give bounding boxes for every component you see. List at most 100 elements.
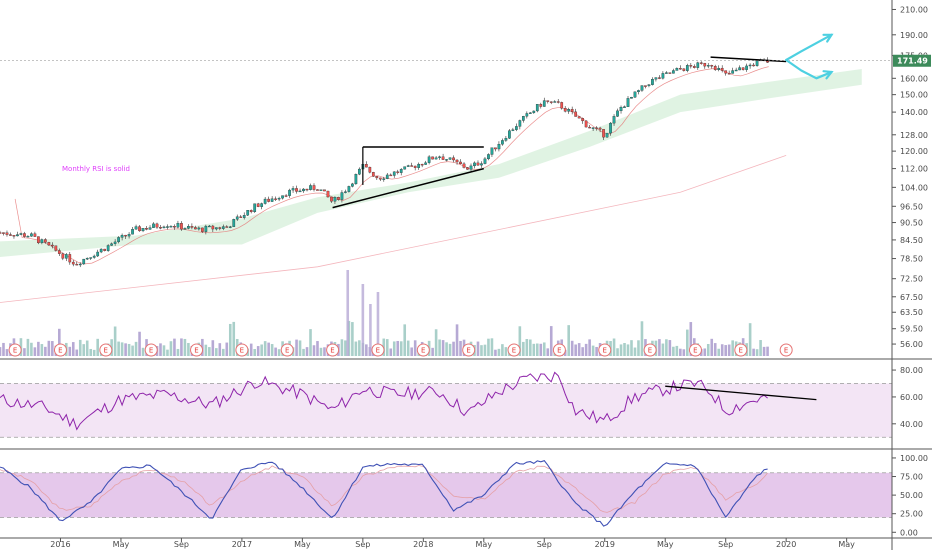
candle-body xyxy=(616,110,619,117)
candle-body xyxy=(515,126,518,130)
volume-bar xyxy=(298,340,302,356)
candle-body xyxy=(138,226,141,232)
candle-body xyxy=(89,257,93,259)
earnings-marker xyxy=(371,343,385,357)
candle-body xyxy=(288,189,291,196)
earnings-marker xyxy=(144,343,158,357)
candle-body xyxy=(410,165,414,167)
candle-body xyxy=(242,215,246,218)
candle-body xyxy=(713,66,717,70)
short-moving-average xyxy=(14,66,769,265)
chart-annotation: Monthly RSI is solid xyxy=(62,165,130,173)
candle-body xyxy=(96,251,100,257)
price-tick-label: 56.00 xyxy=(900,340,923,349)
volume-bar xyxy=(305,347,309,356)
earnings-marker xyxy=(734,343,748,357)
candle-body xyxy=(738,67,742,71)
volume-bar xyxy=(166,349,169,356)
candle-body xyxy=(319,189,323,191)
candle-body xyxy=(584,120,588,128)
volume-bar xyxy=(539,343,543,356)
candle-body xyxy=(672,70,675,74)
stoch-d-line xyxy=(0,465,768,513)
volume-bar xyxy=(19,338,23,356)
candle-body xyxy=(274,198,277,200)
candle-body xyxy=(277,198,281,200)
candle-body xyxy=(16,234,19,237)
x-tick-label: 2019 xyxy=(595,540,615,549)
candle-body xyxy=(448,157,452,160)
candle-body xyxy=(483,158,487,164)
volume-bar xyxy=(762,346,766,356)
candle-body xyxy=(340,192,344,200)
earnings-marker-label: E xyxy=(13,347,17,355)
volume-bar xyxy=(267,342,270,356)
candle-body xyxy=(511,129,515,131)
volume-bar xyxy=(351,322,354,356)
candle-body xyxy=(337,197,340,200)
volume-bar xyxy=(689,322,693,356)
volume-bar xyxy=(89,348,93,356)
volume-bar xyxy=(591,345,595,356)
candle-body xyxy=(403,166,407,170)
volume-bar xyxy=(376,292,380,356)
volume-bar xyxy=(340,339,344,356)
volume-bar xyxy=(759,340,762,356)
earnings-marker-label: E xyxy=(285,347,289,355)
forecast-arrow-1 xyxy=(785,33,833,62)
stoch-tick-label: 100.00 xyxy=(900,454,928,463)
earnings-marker-label: E xyxy=(421,347,425,355)
candle-body xyxy=(50,244,54,247)
candle-body xyxy=(518,120,522,127)
volume-bar xyxy=(675,345,679,356)
volume-bar xyxy=(253,349,256,356)
earnings-marker xyxy=(779,343,793,357)
volume-bar xyxy=(546,348,550,356)
volume-bar xyxy=(438,339,441,356)
candle-body xyxy=(330,196,333,202)
candle-body xyxy=(689,65,693,67)
price-tick-label: 120.00 xyxy=(900,147,928,156)
candle-body xyxy=(64,254,68,259)
candle-body xyxy=(183,228,187,230)
candle-body xyxy=(201,227,204,232)
candle-body xyxy=(563,108,567,112)
candle-body xyxy=(682,68,686,71)
candle-body xyxy=(225,226,229,228)
candle-body xyxy=(574,111,578,117)
candle-body xyxy=(40,239,44,244)
volume-bar xyxy=(117,341,120,356)
candle-body xyxy=(685,65,689,71)
candle-body xyxy=(658,77,661,79)
volume-bar xyxy=(263,341,267,356)
x-tick-label: 2020 xyxy=(776,540,796,549)
candle-body xyxy=(413,165,417,168)
x-tick-label: May xyxy=(657,540,674,549)
candle-body xyxy=(267,198,270,202)
candle-body xyxy=(19,233,23,235)
candle-body xyxy=(441,156,445,160)
candle-body xyxy=(152,223,155,228)
volume-bar xyxy=(211,340,215,356)
stoch-tick-label: 25.00 xyxy=(900,510,923,519)
candle-body xyxy=(180,223,183,230)
x-tick-label: 2016 xyxy=(50,540,70,549)
earnings-marker-label: E xyxy=(648,347,652,355)
volume-bar xyxy=(274,347,277,356)
volume-bar xyxy=(483,344,487,356)
rsi-tick-label: 40.00 xyxy=(900,420,923,429)
volume-bar xyxy=(23,348,26,356)
volume-bar xyxy=(584,343,588,356)
candle-body xyxy=(298,190,302,193)
current-price-badge xyxy=(893,54,931,67)
volume-bar xyxy=(369,304,372,356)
volume-bar xyxy=(612,338,616,356)
candle-body xyxy=(542,100,546,107)
volume-bar xyxy=(731,340,734,356)
volume-bar xyxy=(413,340,417,356)
candle-body xyxy=(33,233,37,237)
volume-bar xyxy=(679,348,682,356)
ichimoku-cloud xyxy=(0,69,862,257)
earnings-marker xyxy=(688,343,702,357)
